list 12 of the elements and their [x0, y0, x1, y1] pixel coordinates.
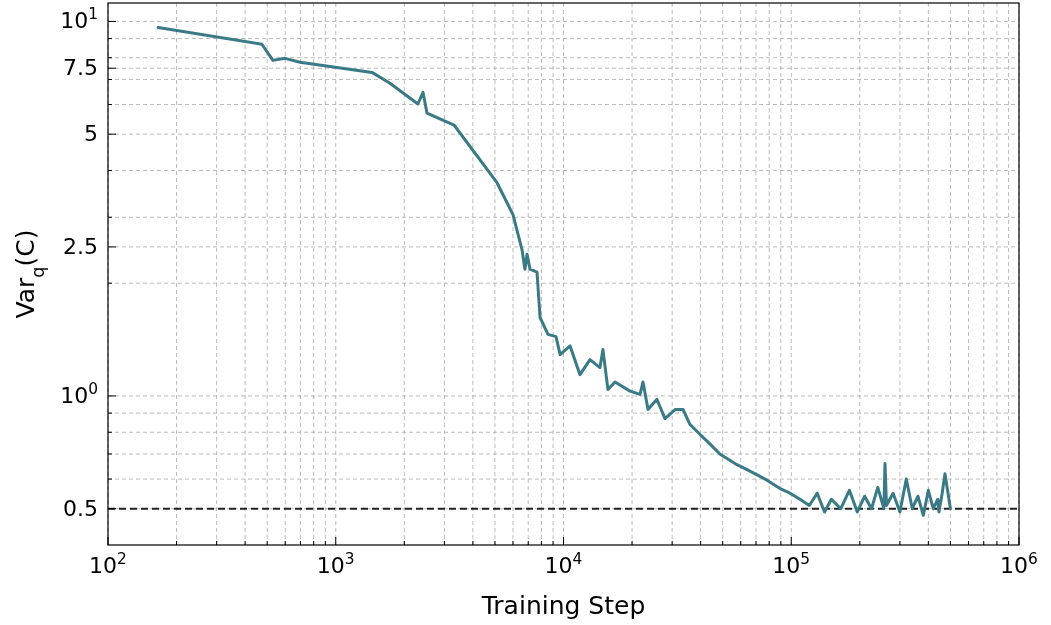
- y-tick-label: 7.5: [63, 55, 98, 81]
- x-tick-label: 10$^{3}$: [316, 550, 355, 578]
- x-axis-title: Training Step: [480, 591, 646, 620]
- y-tick-label: 10$^{1}$: [60, 5, 98, 34]
- x-tick-label: 10$^{2}$: [89, 550, 127, 578]
- y-tick-label: 2.5: [63, 233, 98, 259]
- x-tick-label: 10$^{5}$: [772, 550, 811, 578]
- y-tick-label: 5: [84, 121, 98, 147]
- x-tick-label: 10$^{6}$: [1000, 550, 1038, 578]
- y-tick-label: 10$^{0}$: [60, 379, 98, 408]
- y-tick-label: 0.5: [63, 495, 98, 521]
- x-tick-label: 10$^{4}$: [544, 550, 583, 578]
